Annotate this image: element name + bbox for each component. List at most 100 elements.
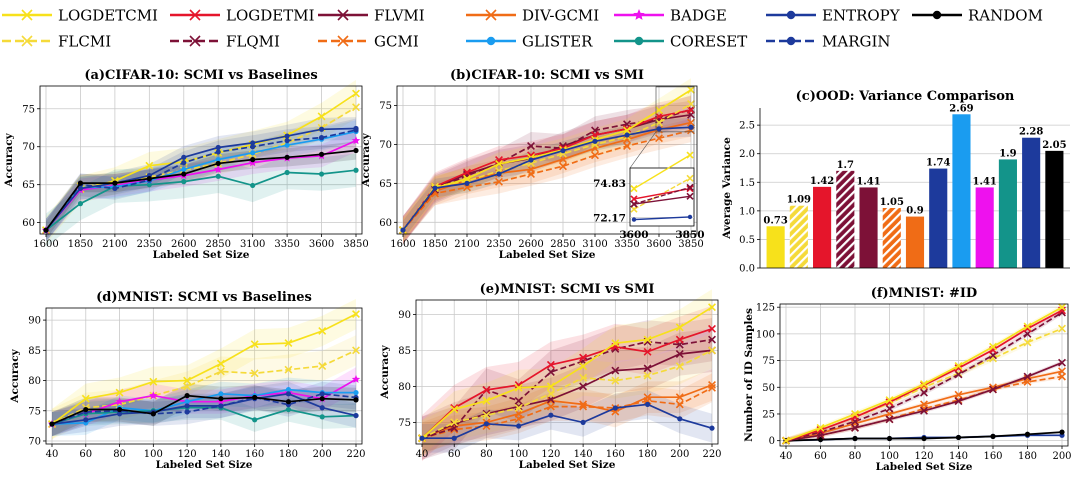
point-div-gcmi bbox=[1058, 367, 1066, 376]
point-logdetcmi bbox=[284, 339, 293, 348]
y-tick-label: 70 bbox=[28, 436, 41, 447]
chart-title: (a)CIFAR-10: SCMI vs Baselines bbox=[84, 68, 317, 83]
point-logdetcmi bbox=[1058, 303, 1066, 312]
point-entropy bbox=[353, 125, 359, 132]
x-tick-label: 80 bbox=[113, 449, 126, 460]
band-gcmi bbox=[403, 118, 691, 242]
legend-marker bbox=[786, 10, 796, 20]
x-tick-label: 180 bbox=[1018, 451, 1037, 462]
point-logdetmi bbox=[708, 324, 716, 333]
inset-line bbox=[633, 187, 691, 200]
series-line-coreset bbox=[51, 406, 357, 425]
x-axis-label: Labeled Set Size bbox=[153, 249, 250, 261]
point-entropy bbox=[116, 411, 123, 417]
point-flcmi bbox=[318, 362, 327, 370]
point-coreset bbox=[285, 406, 292, 413]
point-entropy bbox=[432, 185, 438, 191]
bar-value-label: 0.73 bbox=[763, 215, 787, 226]
series-entropy bbox=[400, 124, 694, 233]
band-glister bbox=[52, 377, 356, 437]
bar bbox=[789, 205, 808, 268]
point-flqmi bbox=[450, 424, 459, 433]
point-logdetcmi bbox=[643, 335, 652, 344]
point-random bbox=[49, 421, 55, 427]
point-random bbox=[250, 157, 256, 163]
x-tick-label: 2850 bbox=[205, 239, 230, 250]
inset-point bbox=[686, 185, 694, 193]
bar-value-label: 1.09 bbox=[787, 195, 811, 206]
point-flcmi bbox=[1058, 324, 1066, 333]
point-random bbox=[77, 180, 84, 186]
point-random bbox=[1024, 431, 1031, 437]
bar-value-label: 1.74 bbox=[926, 158, 950, 169]
x-tick-label: 3850 bbox=[678, 239, 703, 250]
legend-item-flvmi: FLVMI bbox=[318, 7, 425, 25]
point-flqmi bbox=[920, 388, 928, 397]
series-line-random bbox=[51, 394, 357, 425]
inset-x-tick-label: 3600 bbox=[619, 229, 648, 241]
x-tick-label: 2850 bbox=[550, 239, 575, 250]
chart-title: (b)CIFAR-10: SCMI vs SMI bbox=[450, 68, 644, 83]
point-entropy bbox=[419, 435, 425, 441]
point-margin bbox=[112, 185, 118, 192]
point-logdetcmi bbox=[675, 323, 684, 332]
x-tick-label: 2600 bbox=[171, 239, 196, 250]
band-flcmi bbox=[422, 332, 712, 457]
series-random bbox=[49, 393, 359, 427]
point-entropy bbox=[83, 417, 89, 423]
chart-panel-0: 1600 1850 2100 2350 2600 2850 3100 3350 3600 3850… bbox=[3, 68, 369, 261]
point-logdetcmi bbox=[851, 410, 859, 418]
x-tick-label: 140 bbox=[949, 451, 968, 462]
x-tick-label: 120 bbox=[178, 449, 197, 460]
inset-point bbox=[630, 200, 638, 208]
legend-item-glister: GLISTER bbox=[466, 33, 593, 51]
point-entropy bbox=[181, 154, 187, 160]
bar bbox=[905, 216, 925, 268]
point-logdetcmi bbox=[482, 396, 491, 405]
inset-plot: 72.17 74.83 3600 3850 bbox=[593, 151, 705, 241]
y-tick-label: 70 bbox=[379, 140, 392, 151]
point-logdetcmi bbox=[317, 112, 326, 121]
y-tick-label: 65 bbox=[379, 179, 392, 190]
y-tick-label: 75 bbox=[398, 418, 411, 429]
x-tick-label: 2100 bbox=[454, 239, 479, 250]
point-badge bbox=[115, 397, 124, 406]
series-logdetcmi bbox=[782, 303, 1066, 445]
point-entropy bbox=[218, 403, 224, 409]
point-logdetcmi bbox=[1023, 322, 1032, 331]
point-logdetmi bbox=[675, 335, 684, 344]
y-tick-label: 85 bbox=[28, 346, 41, 357]
point-random bbox=[112, 180, 118, 186]
chart-title: (e)MNIST: SCMI vs SMI bbox=[480, 282, 655, 297]
y-tick-label: 90 bbox=[398, 310, 411, 321]
legend-item-margin: MARGIN bbox=[766, 33, 891, 51]
point-coreset bbox=[181, 179, 187, 185]
bar bbox=[813, 186, 832, 268]
x-tick-label: 120 bbox=[541, 449, 560, 460]
x-tick-label: 220 bbox=[702, 449, 721, 460]
legend-marker bbox=[634, 36, 644, 46]
point-flvmi bbox=[920, 406, 928, 415]
band-logdetcmi bbox=[422, 289, 712, 457]
point-flqmi bbox=[514, 396, 523, 405]
series-line-flvmi bbox=[421, 349, 713, 439]
point-random bbox=[921, 435, 927, 442]
band-random bbox=[46, 141, 356, 240]
inset-point bbox=[630, 195, 638, 203]
point-random bbox=[215, 160, 221, 167]
x-tick-label: 180 bbox=[638, 449, 657, 460]
point-logdetcmi bbox=[782, 436, 790, 445]
point-random bbox=[184, 393, 190, 399]
band-coreset bbox=[52, 395, 356, 437]
point-gcmi bbox=[623, 142, 631, 150]
point-logdetcmi bbox=[183, 376, 192, 385]
legend-label: CORESET bbox=[670, 33, 747, 51]
bar-value-label: 1.9 bbox=[999, 148, 1016, 159]
point-random bbox=[116, 406, 123, 413]
point-flvmi bbox=[954, 397, 963, 406]
bar bbox=[836, 170, 855, 268]
point-div-gcmi bbox=[708, 380, 716, 389]
y-axis-label: Accuracy bbox=[379, 344, 391, 399]
point-flcmi bbox=[675, 362, 684, 371]
point-logdetcmi bbox=[816, 423, 825, 432]
